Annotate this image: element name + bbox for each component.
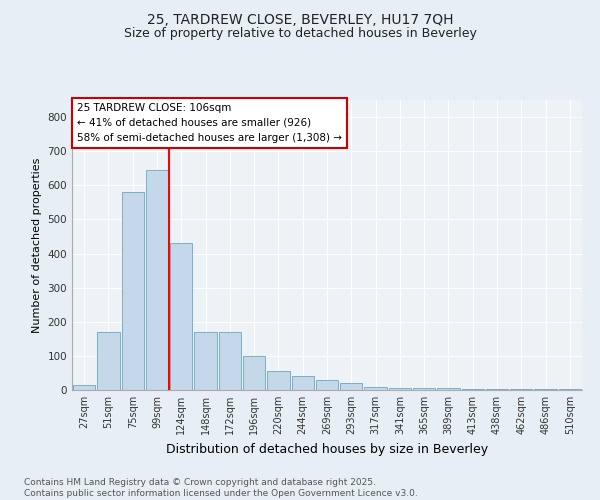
- Bar: [194, 332, 217, 390]
- Bar: [292, 376, 314, 390]
- Bar: [437, 388, 460, 390]
- Text: 25 TARDREW CLOSE: 106sqm
← 41% of detached houses are smaller (926)
58% of semi-: 25 TARDREW CLOSE: 106sqm ← 41% of detach…: [77, 103, 342, 142]
- Bar: [243, 356, 265, 390]
- Bar: [218, 332, 241, 390]
- Bar: [559, 388, 581, 390]
- Text: 25, TARDREW CLOSE, BEVERLEY, HU17 7QH: 25, TARDREW CLOSE, BEVERLEY, HU17 7QH: [147, 12, 453, 26]
- Bar: [486, 388, 508, 390]
- Bar: [97, 332, 119, 390]
- Bar: [146, 170, 168, 390]
- Bar: [316, 380, 338, 390]
- Text: Size of property relative to detached houses in Beverley: Size of property relative to detached ho…: [124, 28, 476, 40]
- X-axis label: Distribution of detached houses by size in Beverley: Distribution of detached houses by size …: [166, 442, 488, 456]
- Bar: [73, 385, 95, 390]
- Bar: [510, 389, 532, 390]
- Y-axis label: Number of detached properties: Number of detached properties: [32, 158, 42, 332]
- Bar: [461, 388, 484, 390]
- Bar: [389, 388, 411, 390]
- Bar: [340, 383, 362, 390]
- Bar: [170, 244, 193, 390]
- Text: Contains HM Land Registry data © Crown copyright and database right 2025.
Contai: Contains HM Land Registry data © Crown c…: [24, 478, 418, 498]
- Bar: [267, 371, 290, 390]
- Bar: [364, 386, 387, 390]
- Bar: [413, 388, 436, 390]
- Bar: [122, 192, 144, 390]
